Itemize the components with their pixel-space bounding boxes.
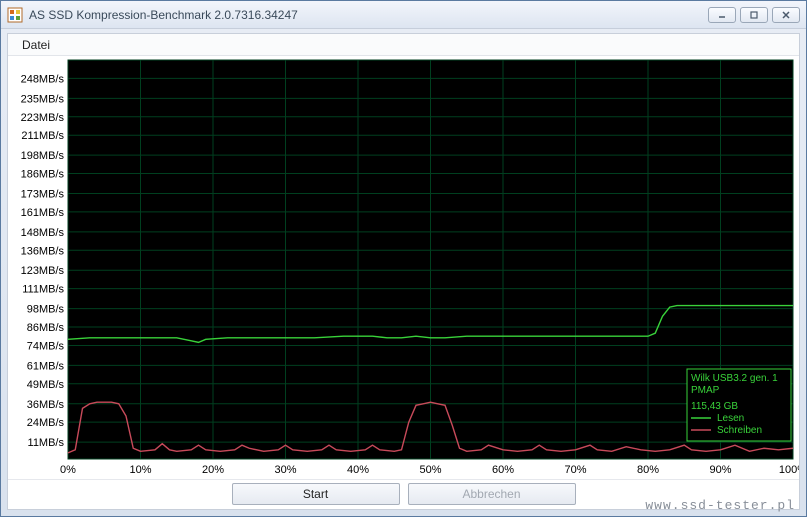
window-title: AS SSD Kompression-Benchmark 2.0.7316.34… xyxy=(29,8,708,22)
svg-text:248MB/s: 248MB/s xyxy=(21,73,65,85)
svg-text:173MB/s: 173MB/s xyxy=(21,189,65,201)
svg-text:161MB/s: 161MB/s xyxy=(21,207,65,219)
svg-text:115,43 GB: 115,43 GB xyxy=(691,401,738,412)
svg-text:111MB/s: 111MB/s xyxy=(22,284,64,296)
button-row: Start Abbrechen xyxy=(8,479,799,509)
svg-text:49MB/s: 49MB/s xyxy=(27,379,65,391)
svg-text:123MB/s: 123MB/s xyxy=(21,265,65,277)
minimize-button[interactable] xyxy=(708,7,736,23)
svg-text:60%: 60% xyxy=(492,464,514,476)
window-controls xyxy=(708,7,800,23)
close-button[interactable] xyxy=(772,7,800,23)
chart-area: 11MB/s 24MB/s 36MB/s 49MB/s 61MB/s 74MB/s 86MB… xyxy=(8,56,799,479)
svg-text:74MB/s: 74MB/s xyxy=(27,340,65,352)
app-icon xyxy=(7,7,23,23)
svg-text:100%: 100% xyxy=(779,464,799,476)
svg-text:70%: 70% xyxy=(564,464,586,476)
svg-text:Wilk USB3.2 gen. 1: Wilk USB3.2 gen. 1 xyxy=(691,373,778,384)
svg-text:PMAP: PMAP xyxy=(691,385,720,396)
svg-text:Schreiben: Schreiben xyxy=(717,425,762,436)
svg-text:136MB/s: 136MB/s xyxy=(21,245,65,257)
app-window: AS SSD Kompression-Benchmark 2.0.7316.34… xyxy=(0,0,807,517)
svg-text:186MB/s: 186MB/s xyxy=(21,169,65,181)
content-frame: Datei 11MB/s 24MB/s 36MB/s 49MB/s 61MB/s 74MB… xyxy=(7,33,800,510)
svg-text:24MB/s: 24MB/s xyxy=(27,417,65,429)
svg-text:11MB/s: 11MB/s xyxy=(28,437,65,449)
svg-text:90%: 90% xyxy=(709,464,731,476)
svg-text:80%: 80% xyxy=(637,464,659,476)
compression-chart: 11MB/s 24MB/s 36MB/s 49MB/s 61MB/s 74MB/s 86MB… xyxy=(8,56,799,479)
svg-text:20%: 20% xyxy=(202,464,224,476)
svg-text:86MB/s: 86MB/s xyxy=(27,322,65,334)
svg-text:Lesen: Lesen xyxy=(717,413,744,424)
start-button[interactable]: Start xyxy=(232,483,400,505)
maximize-button[interactable] xyxy=(740,7,768,23)
titlebar[interactable]: AS SSD Kompression-Benchmark 2.0.7316.34… xyxy=(1,1,806,29)
svg-text:211MB/s: 211MB/s xyxy=(21,130,64,142)
menu-file[interactable]: Datei xyxy=(12,36,60,54)
svg-text:0%: 0% xyxy=(60,464,76,476)
svg-text:235MB/s: 235MB/s xyxy=(21,93,65,105)
menubar: Datei xyxy=(8,34,799,56)
svg-text:36MB/s: 36MB/s xyxy=(27,399,65,411)
svg-text:198MB/s: 198MB/s xyxy=(21,150,65,162)
svg-text:223MB/s: 223MB/s xyxy=(21,112,65,124)
svg-text:30%: 30% xyxy=(274,464,296,476)
svg-text:148MB/s: 148MB/s xyxy=(21,227,65,239)
abort-button[interactable]: Abbrechen xyxy=(408,483,576,505)
svg-text:61MB/s: 61MB/s xyxy=(27,360,65,372)
svg-text:98MB/s: 98MB/s xyxy=(27,304,65,316)
svg-text:50%: 50% xyxy=(419,464,441,476)
svg-text:10%: 10% xyxy=(129,464,151,476)
svg-text:40%: 40% xyxy=(347,464,369,476)
